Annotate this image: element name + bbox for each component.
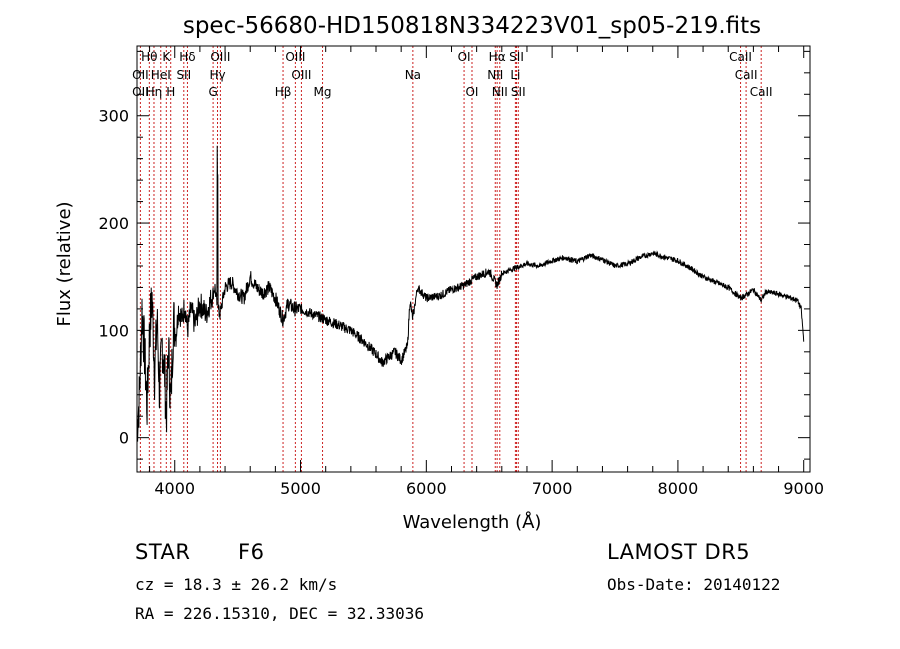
x-tick-label: 6000 bbox=[406, 479, 447, 498]
spectral-line-label: SII bbox=[176, 68, 191, 82]
y-tick-label: 100 bbox=[98, 321, 129, 340]
survey-name: LAMOST DR5 bbox=[607, 540, 751, 564]
y-axis-label: Flux (relative) bbox=[54, 201, 75, 326]
spectral-line-label: OI bbox=[465, 85, 478, 99]
spectral-line-label: OIII bbox=[210, 50, 230, 64]
x-tick-label: 9000 bbox=[783, 479, 824, 498]
spectral-line-label: SII bbox=[509, 50, 524, 64]
y-tick-label: 200 bbox=[98, 214, 129, 233]
object-class: STAR bbox=[135, 540, 191, 564]
y-tick-label: 0 bbox=[119, 429, 129, 448]
spectral-line-label: G bbox=[208, 85, 217, 99]
spectral-line-label: Hθ bbox=[141, 50, 157, 64]
spectral-line-label: K bbox=[162, 50, 171, 64]
spectral-line-label: Hη bbox=[146, 85, 163, 99]
spectral-line-label: CaII bbox=[735, 68, 758, 82]
spectral-line-label: HeI bbox=[151, 68, 171, 82]
x-tick-label: 8000 bbox=[658, 479, 699, 498]
spectral-line-label: Li bbox=[510, 68, 520, 82]
x-tick-label: 5000 bbox=[280, 479, 321, 498]
spectral-line-label: OIII bbox=[285, 50, 305, 64]
spectral-line-label: Hα bbox=[489, 50, 506, 64]
spectral-line-label: CaII bbox=[729, 50, 752, 64]
spectral-line-label: NII bbox=[487, 68, 503, 82]
chart-title: spec-56680-HD150818N334223V01_sp05-219.f… bbox=[183, 13, 761, 39]
axis-ticks: 4000 5000 6000 7000 8000 9000 0 100 200 300 bbox=[98, 46, 824, 498]
spectral-line-label: OII bbox=[132, 85, 149, 99]
spectral-line-label: OII bbox=[132, 68, 149, 82]
x-tick-label: 4000 bbox=[154, 479, 195, 498]
spectral-line-label: NII bbox=[492, 85, 508, 99]
spectral-line-label: Na bbox=[405, 68, 421, 82]
obs-date: Obs-Date: 20140122 bbox=[607, 575, 781, 594]
spectral-line-label: Hδ bbox=[179, 50, 195, 64]
spectral-line-label: H bbox=[166, 85, 175, 99]
spectrum-chart: spec-56680-HD150818N334223V01_sp05-219.f… bbox=[54, 13, 824, 533]
spectral-line-label: Hγ bbox=[209, 68, 225, 82]
spectral-line-label: SII bbox=[511, 85, 526, 99]
x-axis-label: Wavelength (Å) bbox=[403, 511, 542, 533]
spectrum-line bbox=[136, 145, 805, 442]
spectral-line-label: Hβ bbox=[275, 85, 292, 99]
spectral-line-label: Mg bbox=[314, 85, 332, 99]
x-tick-label: 7000 bbox=[532, 479, 573, 498]
spectral-line-label: OIII bbox=[291, 68, 311, 82]
y-tick-label: 300 bbox=[98, 107, 129, 126]
coordinates: RA = 226.15310, DEC = 32.33036 bbox=[135, 604, 424, 623]
spectral-line-label: CaII bbox=[750, 85, 773, 99]
spectral-line-label: OI bbox=[458, 50, 471, 64]
redshift-text: cz = 18.3 ± 26.2 km/s bbox=[135, 575, 338, 594]
object-subclass: F6 bbox=[238, 540, 265, 564]
plot-frame bbox=[136, 45, 811, 473]
